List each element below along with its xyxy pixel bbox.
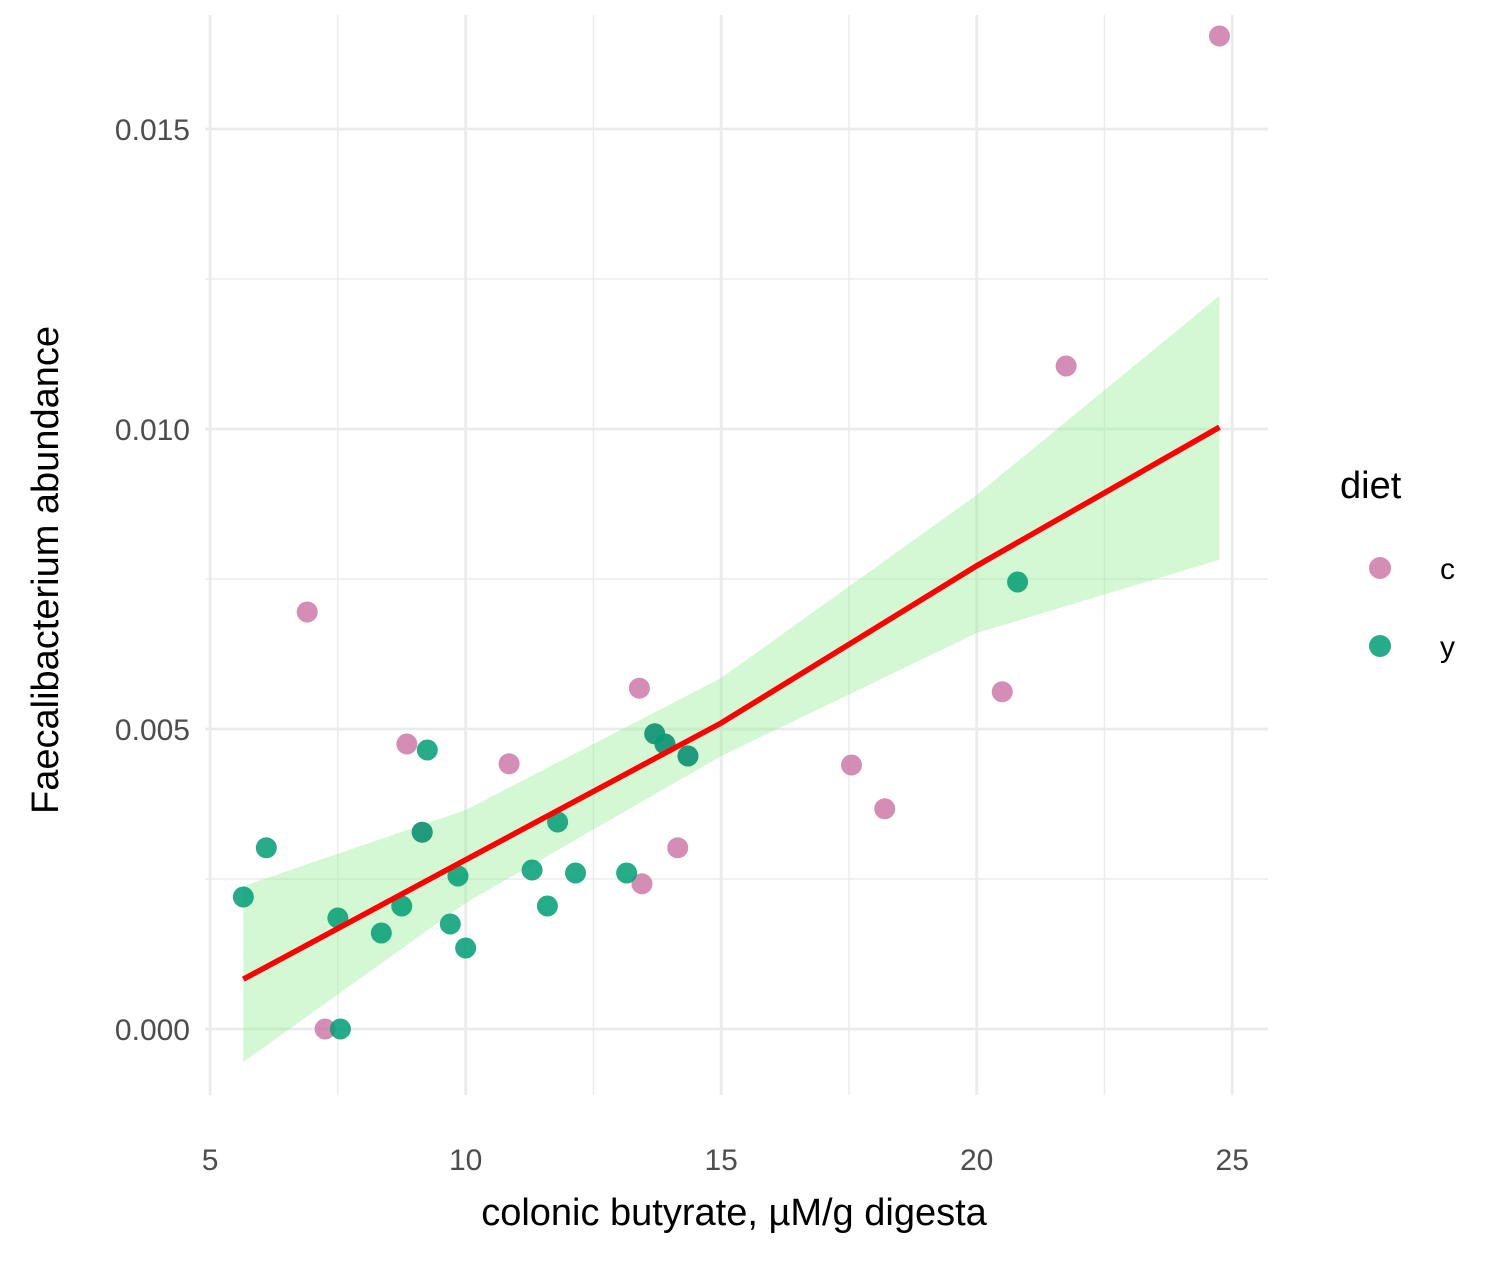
data-point-c <box>314 1018 336 1040</box>
fit-line-layer <box>242 424 1221 982</box>
x-tick-labels: 5 10 15 20 25 <box>202 1144 1249 1177</box>
data-point-y <box>447 865 469 887</box>
points-layer <box>232 25 1230 1040</box>
data-point-c <box>1055 355 1077 377</box>
data-point-y <box>565 862 587 884</box>
data-point-c <box>628 677 650 699</box>
y-tick-labels: 0.000 0.005 0.010 0.015 <box>115 114 190 1047</box>
x-tick-label: 25 <box>1216 1144 1249 1177</box>
x-tick-label: 20 <box>960 1144 993 1177</box>
data-point-y <box>536 895 558 917</box>
y-tick-label: 0.010 <box>115 414 190 447</box>
data-point-y <box>391 895 413 917</box>
confidence-band <box>243 295 1220 1062</box>
data-point-y <box>329 1018 351 1040</box>
x-tick-label: 10 <box>449 1144 482 1177</box>
data-point-c <box>631 873 653 895</box>
legend-items: cy <box>1369 553 1455 664</box>
confidence-band-layer <box>243 295 1220 1062</box>
y-tick-label: 0.000 <box>115 1014 190 1047</box>
data-point-c <box>1208 25 1230 47</box>
legend-key-c <box>1369 557 1391 579</box>
x-tick-label: 5 <box>202 1144 219 1177</box>
data-point-y <box>677 745 699 767</box>
legend-key-y <box>1369 635 1391 657</box>
data-point-y <box>232 886 254 908</box>
legend-label-c: c <box>1440 553 1455 586</box>
data-point-y <box>416 739 438 761</box>
data-point-c <box>840 754 862 776</box>
data-point-c <box>498 753 520 775</box>
x-tick-label: 15 <box>704 1144 737 1177</box>
data-point-y <box>455 937 477 959</box>
data-point-c <box>667 837 689 859</box>
data-point-c <box>991 681 1013 703</box>
data-point-y <box>547 811 569 833</box>
legend-title: diet <box>1340 465 1402 507</box>
y-axis-title: Faecalibacterium abundance <box>25 326 67 814</box>
data-point-y <box>370 922 392 944</box>
legend: diet cy <box>1340 465 1455 664</box>
data-point-y <box>521 859 543 881</box>
legend-label-y: y <box>1440 631 1455 664</box>
y-tick-label: 0.005 <box>115 714 190 747</box>
data-point-y <box>616 862 638 884</box>
data-point-y <box>1007 571 1029 593</box>
data-point-c <box>874 798 896 820</box>
data-point-y <box>439 913 461 935</box>
data-point-c <box>396 733 418 755</box>
grid-layer <box>205 15 1268 1095</box>
data-point-y <box>255 837 277 859</box>
data-point-y <box>411 821 433 843</box>
x-axis-title: colonic butyrate, µM/g digesta <box>481 1192 987 1234</box>
regression-line <box>242 424 1221 982</box>
data-point-c <box>296 601 318 623</box>
y-tick-label: 0.015 <box>115 114 190 147</box>
